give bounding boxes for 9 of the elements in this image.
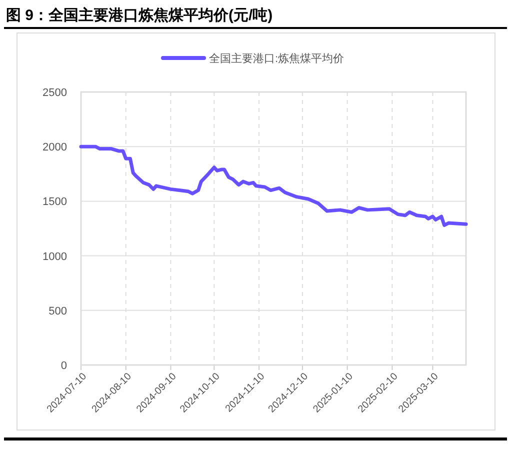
y-tick-label: 500 bbox=[48, 305, 67, 318]
y-tick-label: 2500 bbox=[42, 87, 67, 99]
y-tick-label: 0 bbox=[60, 360, 67, 372]
y-tick-label: 2000 bbox=[42, 142, 67, 154]
y-tick-label: 1000 bbox=[42, 250, 67, 263]
y-tick-label: 1500 bbox=[42, 196, 67, 208]
chart-title: 图 9：全国主要港口炼焦煤平均价(元/吨) bbox=[6, 6, 273, 24]
line-series bbox=[79, 144, 468, 227]
legend-label: 全国主要港口:炼焦煤平均价 bbox=[209, 52, 344, 65]
